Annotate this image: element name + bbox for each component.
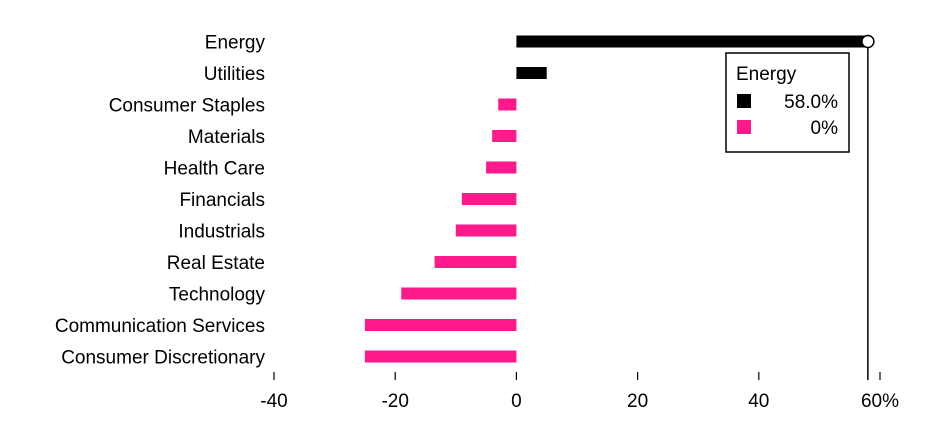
bar-health-care[interactable] <box>486 161 517 174</box>
x-tick-label-0: 0 <box>511 391 522 412</box>
category-label-real-estate: Real Estate <box>167 253 265 274</box>
bar-industrials[interactable] <box>455 224 517 237</box>
legend-swatch-0 <box>737 94 751 108</box>
bar-technology[interactable] <box>401 287 517 300</box>
category-label-financials: Financials <box>179 190 265 211</box>
x-axis: -40 -20 0 20 40 60% <box>260 372 899 412</box>
x-tick-label-20: 20 <box>627 391 648 412</box>
category-label-technology: Technology <box>169 285 266 306</box>
highlight-point[interactable] <box>861 34 875 49</box>
category-label-consumer-discretionary: Consumer Discretionary <box>61 348 265 369</box>
category-label-utilities: Utilities <box>204 64 265 85</box>
x-tick-label-40: 40 <box>748 391 769 412</box>
category-label-communication-services: Communication Services <box>55 316 265 337</box>
legend-entry-1: 0% <box>811 118 839 139</box>
category-label-energy: Energy <box>205 33 266 54</box>
legend[interactable]: Energy 58.0% 0% <box>725 52 850 153</box>
category-label-industrials: Industrials <box>178 222 265 243</box>
legend-title: Energy <box>736 64 797 85</box>
bar-consumer-discretionary[interactable] <box>364 350 517 363</box>
legend-swatch-1 <box>737 120 751 134</box>
bar-financials[interactable] <box>461 193 517 205</box>
x-tick-label-60: 60% <box>861 391 899 412</box>
bars <box>364 35 868 363</box>
legend-entry-0: 58.0% <box>784 92 838 113</box>
highlight-marker <box>861 34 875 380</box>
bar-consumer-staples[interactable] <box>498 98 517 111</box>
x-tick-label-20: -20 <box>381 391 408 412</box>
bar-materials[interactable] <box>492 130 517 142</box>
bar-utilities[interactable] <box>516 67 547 79</box>
bar-communication-services[interactable] <box>364 319 517 331</box>
category-labels: Energy Utilities Consumer Staples Materials… <box>55 33 266 369</box>
category-label-health-care: Health Care <box>164 159 265 180</box>
x-tick-label-40: -40 <box>260 391 287 412</box>
bar-real-estate[interactable] <box>434 256 517 268</box>
category-label-consumer-staples: Consumer Staples <box>109 96 265 117</box>
bar-energy[interactable] <box>516 35 868 48</box>
category-label-materials: Materials <box>188 127 265 148</box>
